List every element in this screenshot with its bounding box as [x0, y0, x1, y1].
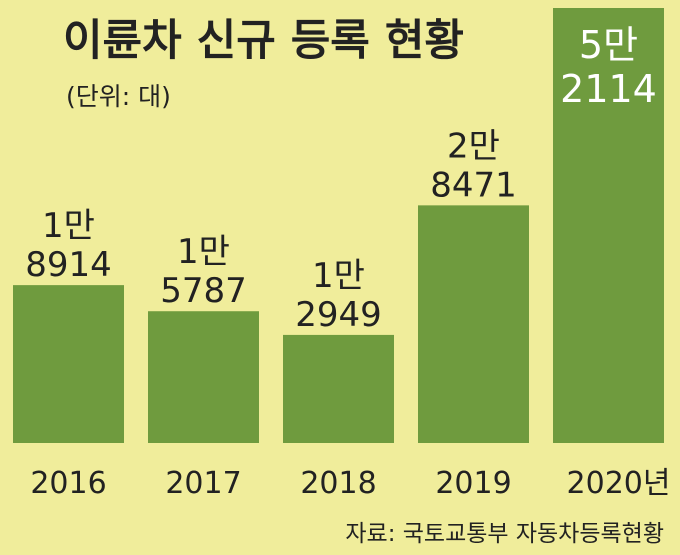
bar-3 — [418, 205, 529, 443]
x-tick-label-0: 2016 — [30, 466, 106, 501]
bar-1-value-label-0: 1만 — [177, 232, 230, 272]
x-tick-label-2: 2018 — [300, 466, 376, 501]
bar-0 — [13, 285, 124, 443]
bar-0-value-label-0: 1만 — [42, 206, 95, 246]
x-tick-label-1: 2017 — [165, 466, 241, 501]
bar-3-value-label-1: 8471 — [430, 165, 517, 205]
bar-3-value-label-0: 2만 — [447, 126, 500, 166]
bar-2 — [283, 334, 394, 443]
bar-2-value-label-1: 2949 — [295, 295, 382, 335]
bar-1 — [148, 311, 259, 443]
chart-subtitle: (단위: 대) — [66, 82, 171, 111]
bar-4 — [553, 8, 664, 443]
x-tick-label-3: 2019 — [435, 466, 511, 501]
bars-group: 1만891420161만578720171만294920182만84712019… — [13, 8, 670, 501]
x-tick-label-4: 2020년 — [567, 466, 671, 501]
bar-2-value-label-0: 1만 — [312, 256, 365, 296]
bar-4-value-label-1: 2114 — [560, 67, 657, 111]
bar-4-value-label-0: 5만 — [579, 23, 638, 67]
chart-title: 이륜차 신규 등록 현황 — [63, 16, 464, 66]
source-note: 자료: 국토교통부 자동차등록현황 — [345, 521, 664, 547]
bar-0-value-label-1: 8914 — [25, 245, 112, 285]
bar-1-value-label-1: 5787 — [160, 271, 247, 311]
